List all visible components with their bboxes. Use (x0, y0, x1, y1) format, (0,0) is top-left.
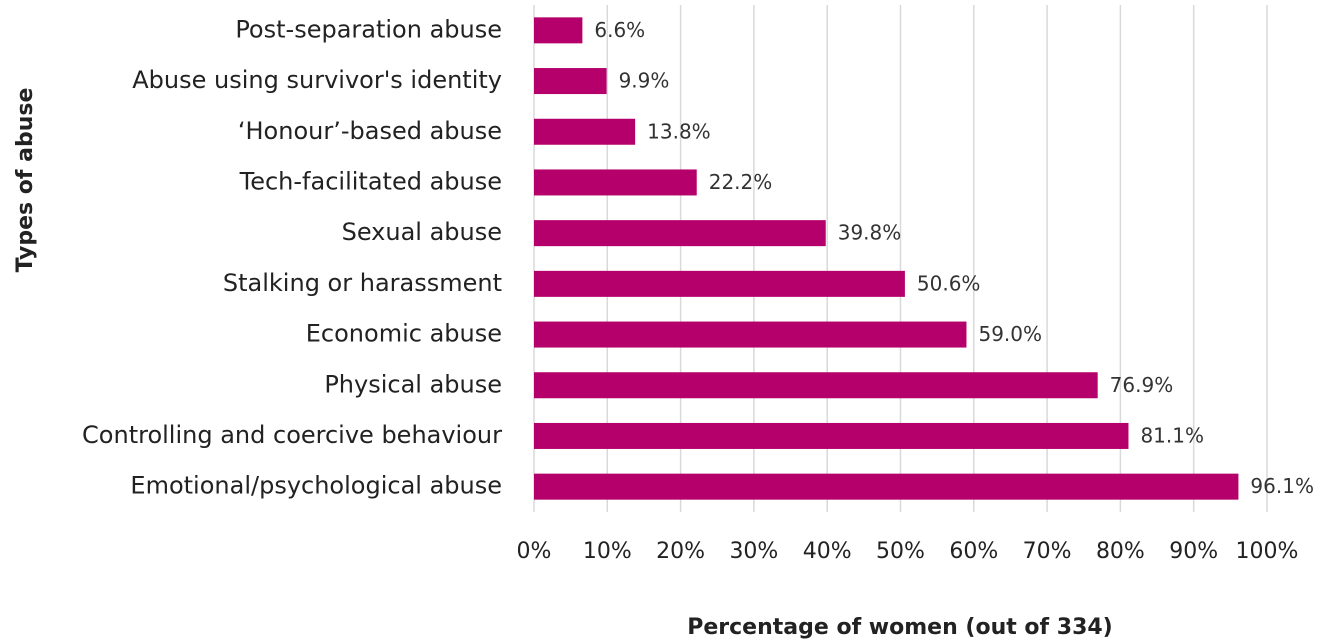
bar (534, 321, 967, 348)
value-label: 59.0% (978, 322, 1042, 346)
bar (534, 372, 1098, 399)
value-label: 76.9% (1110, 373, 1174, 397)
x-tick-label: 20% (656, 539, 705, 564)
value-label: 81.1% (1140, 423, 1204, 447)
x-tick-label: 0% (517, 539, 552, 564)
bar (534, 169, 697, 196)
x-tick-label: 90% (1169, 539, 1218, 564)
y-tick-label: Controlling and coercive behaviour (82, 421, 502, 449)
value-label: 13.8% (647, 119, 711, 143)
value-label: 22.2% (709, 170, 773, 194)
bar (534, 17, 583, 44)
x-tick-label: 30% (729, 539, 778, 564)
bar (534, 473, 1239, 500)
y-tick-label: Emotional/psychological abuse (130, 472, 502, 500)
y-tick-label: Tech-facilitated abuse (239, 167, 502, 195)
x-tick-label: 10% (583, 539, 632, 564)
x-tick-label: 60% (949, 539, 998, 564)
y-axis-title: Types of abuse (13, 88, 38, 273)
x-tick-label: 40% (803, 539, 852, 564)
bar (534, 118, 636, 145)
y-tick-label: Economic abuse (306, 320, 502, 348)
bar (534, 422, 1129, 449)
x-tick-label: 100% (1236, 539, 1299, 564)
y-tick-label: Stalking or harassment (223, 269, 502, 297)
y-tick-label: ‘Honour’-based abuse (238, 117, 502, 145)
value-label: 6.6% (594, 18, 645, 42)
bar (534, 220, 826, 247)
value-label: 9.9% (619, 69, 670, 93)
x-tick-label: 80% (1096, 539, 1145, 564)
bar (534, 68, 607, 95)
value-label: 50.6% (917, 271, 981, 295)
x-tick-label: 50% (876, 539, 925, 564)
y-tick-label: Post-separation abuse (235, 15, 502, 43)
value-label: 96.1% (1250, 474, 1314, 498)
x-tick-label: 70% (1023, 539, 1072, 564)
y-tick-label: Physical abuse (324, 370, 502, 398)
value-label: 39.8% (838, 221, 902, 245)
y-tick-label: Abuse using survivor's identity (132, 66, 502, 94)
x-axis-title: Percentage of women (out of 334) (687, 615, 1113, 640)
y-tick-label: Sexual abuse (342, 218, 502, 246)
bar (534, 270, 905, 297)
